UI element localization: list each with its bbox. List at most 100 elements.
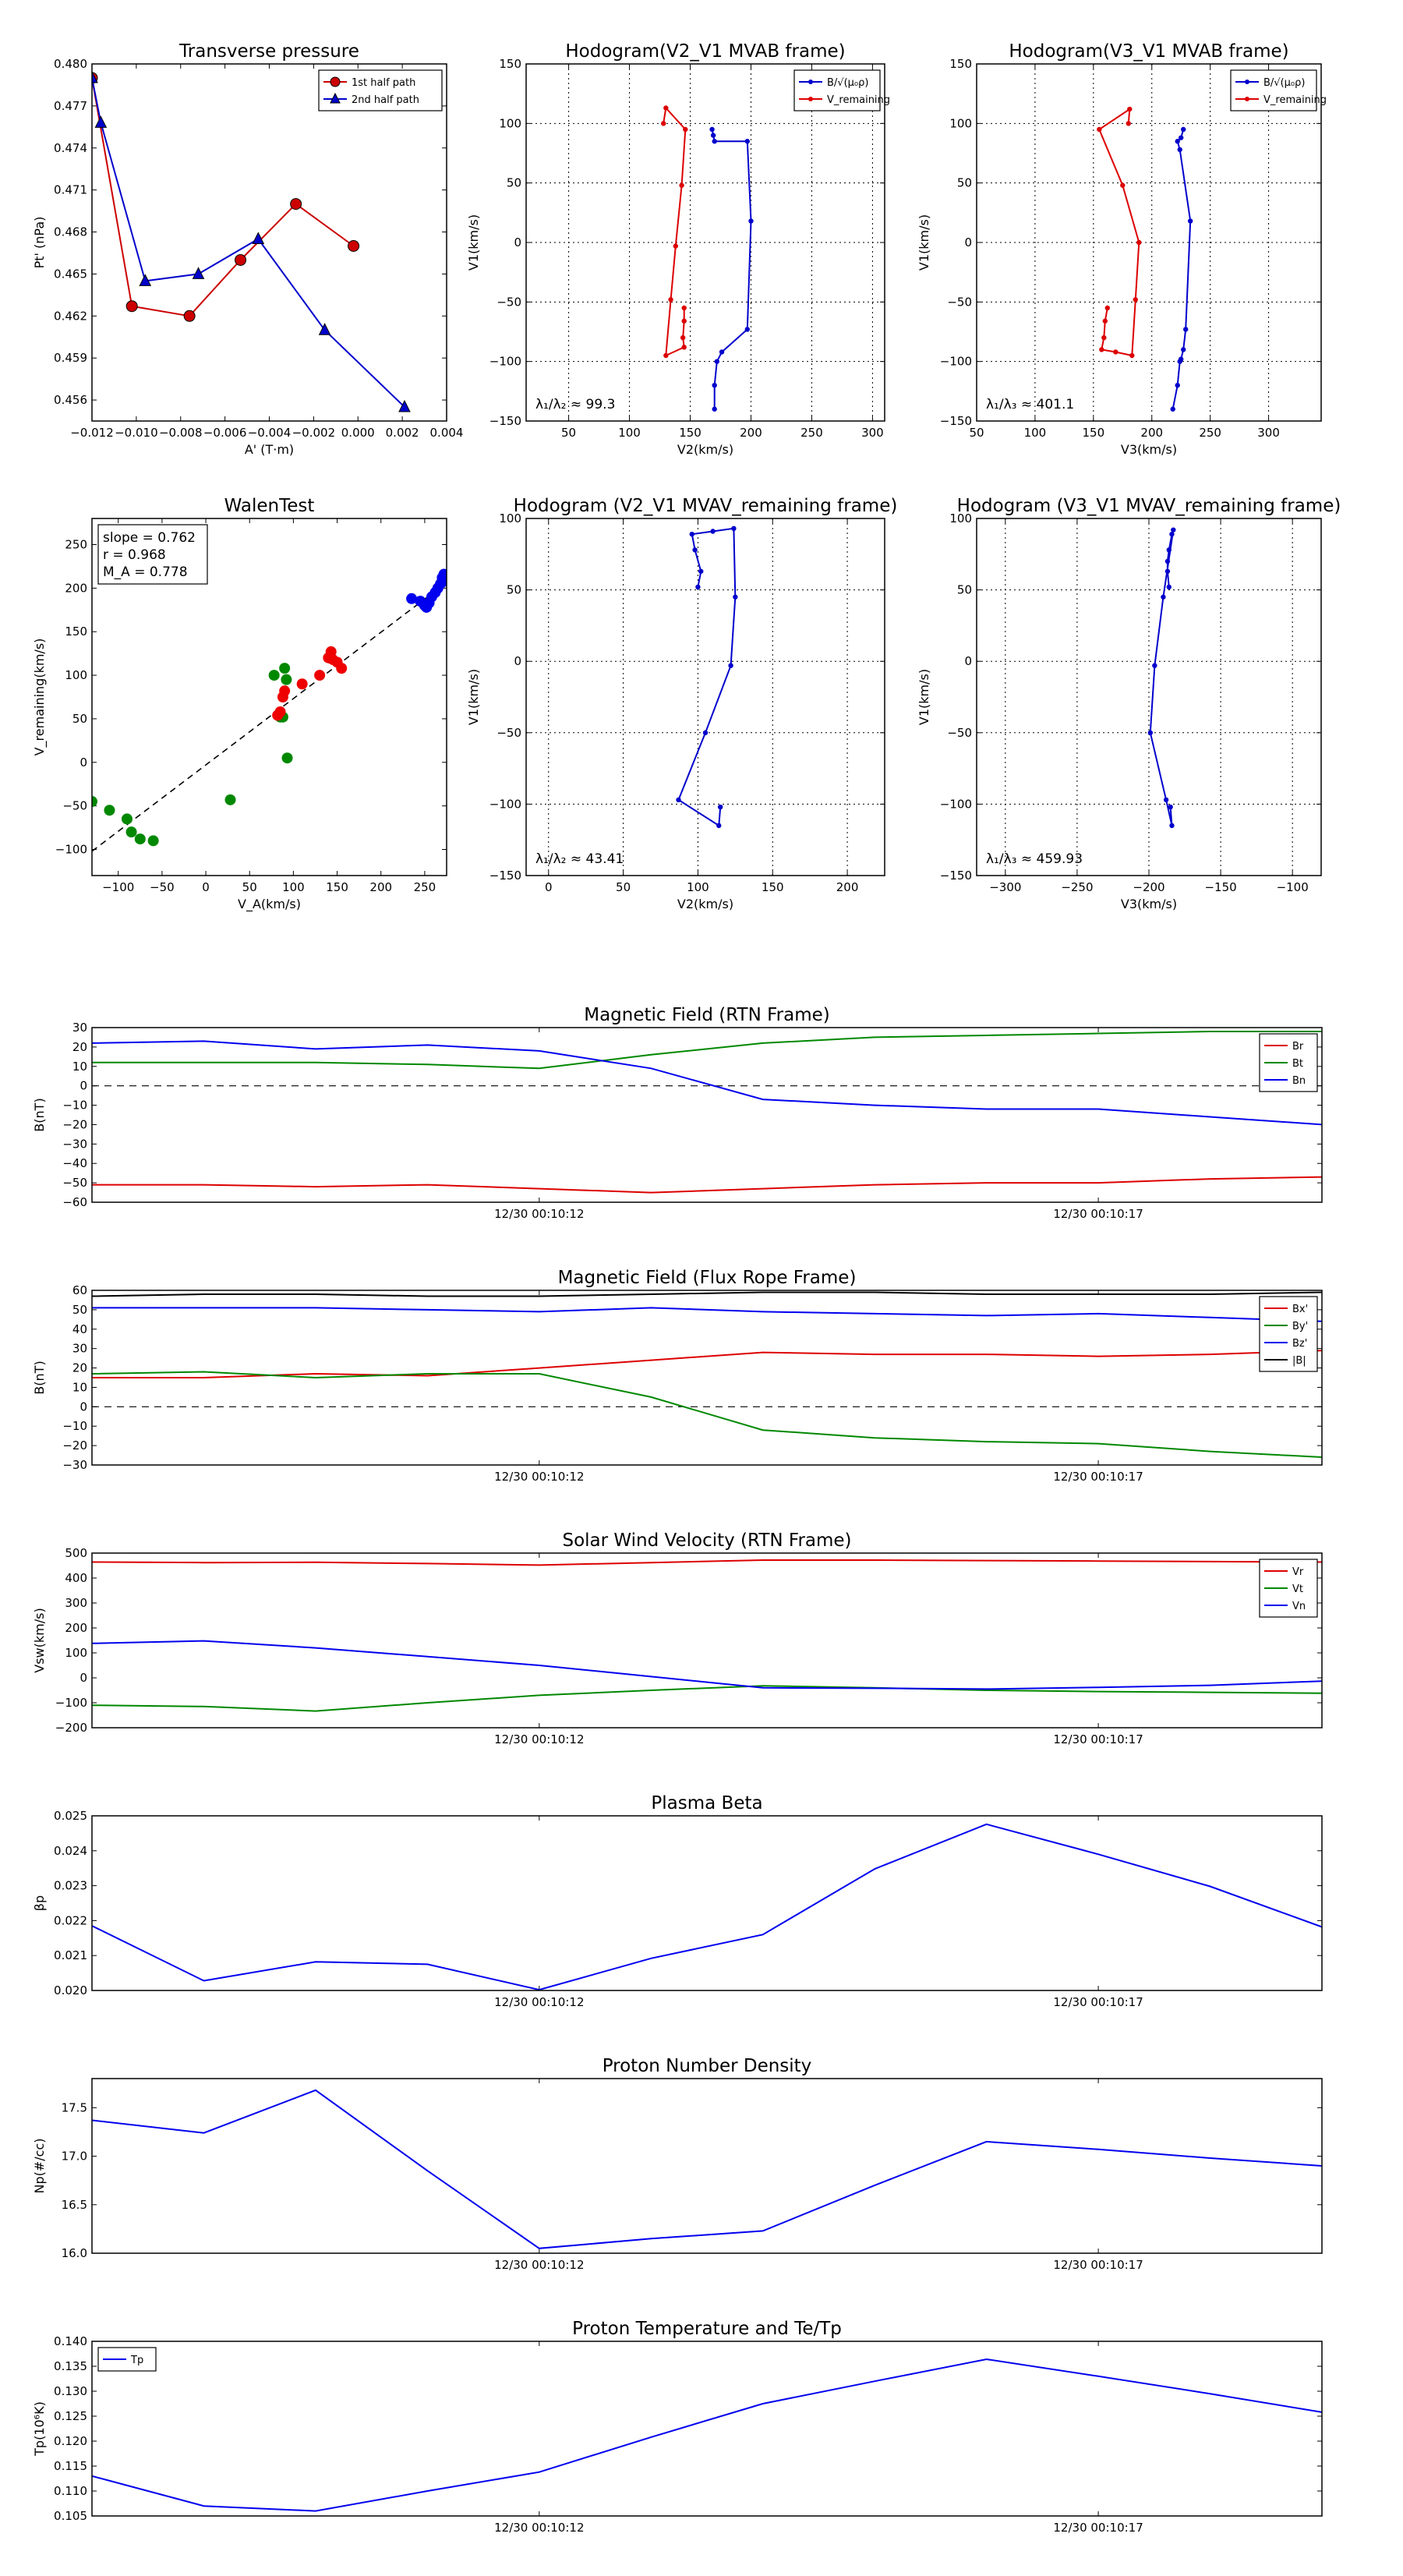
scatter-point [224, 794, 236, 805]
data-point [92, 70, 98, 83]
x-tick-label: −200 [1133, 880, 1164, 894]
y-tick-label: 0.020 [54, 1983, 87, 1997]
data-point [676, 797, 681, 803]
stats-line: r = 0.968 [103, 547, 166, 563]
data-point [1120, 182, 1126, 188]
y-tick-label: 0.125 [54, 2409, 87, 2423]
scatter-point [279, 663, 291, 674]
x-tick-label: 150 [762, 880, 784, 894]
x-tick-label: 0 [202, 880, 210, 894]
series-line [677, 527, 737, 827]
data-point [709, 126, 715, 133]
chart-beta: Plasma Beta 12/30 00:10:12 12/30 00:10:17 0… [32, 1793, 1323, 2009]
y-tick-label: 100 [65, 668, 87, 682]
chart-vsw: Solar Wind Velocity (RTN Frame) 12/30 00:… [32, 1530, 1323, 1746]
scatter-point [281, 674, 292, 685]
legend: B/√(μ₀ρ) V_remaining [793, 69, 890, 111]
plot-frame [91, 2341, 1323, 2517]
y-tick-label: 50 [72, 1303, 87, 1317]
legend-label: Tp [130, 2355, 143, 2366]
data-point [252, 232, 265, 245]
data-point [681, 318, 687, 324]
data-point [94, 115, 108, 128]
series-line [92, 1031, 1322, 1070]
y-tick-label: −40 [62, 1156, 87, 1170]
y-tick-label: 150 [949, 57, 972, 71]
y-tick-label: −50 [497, 726, 521, 740]
x-tick-label: 12/30 00:10:12 [494, 1995, 584, 2009]
data-point [717, 804, 723, 810]
y-tick-label: 300 [65, 1596, 87, 1610]
data-point [661, 121, 666, 126]
data-point [1164, 568, 1171, 574]
y-tick-label: 0 [80, 755, 87, 770]
legend: Bx' By' Bz' |B| [1259, 1296, 1318, 1372]
legend-marker [808, 80, 813, 84]
y-tick-label: 500 [65, 1546, 87, 1560]
plot-frame [976, 63, 1322, 422]
y-tick-label: −150 [940, 869, 972, 883]
chart-mag_rtn: Magnetic Field (RTN Frame) 12/30 00:10:12… [32, 1005, 1323, 1221]
annotation: λ₁/λ₃ ≈ 459.93 [986, 851, 1083, 867]
plot-frame [525, 63, 885, 422]
y-tick-label: −30 [62, 1137, 87, 1151]
y-tick-label: 200 [65, 581, 87, 595]
plot-frame [91, 63, 447, 422]
y-tick-label: 0.025 [54, 1809, 87, 1823]
data-point [668, 297, 673, 303]
y-tick-label: 0.021 [54, 1948, 87, 1962]
legend: Tp [97, 2347, 157, 2372]
y-tick-label: 50 [507, 176, 521, 190]
y-tick-label: 0.459 [54, 351, 87, 365]
plot-frame [976, 518, 1322, 876]
legend-label: |B| [1292, 1355, 1306, 1367]
x-tick-label: 250 [1199, 426, 1221, 440]
data-point [663, 105, 669, 111]
legend-label: B/√(μ₀ρ) [827, 77, 868, 89]
series-line [92, 1640, 1322, 1690]
data-point [695, 584, 701, 590]
y-tick-label: 0.115 [54, 2459, 87, 2473]
x-tick-label: 150 [326, 880, 348, 894]
stats-line: slope = 0.762 [103, 530, 196, 546]
data-point [1133, 297, 1138, 303]
y-tick-label: 50 [957, 583, 972, 597]
series-line [92, 1685, 1322, 1712]
y-tick-label: −100 [489, 355, 521, 369]
data-point [692, 547, 698, 553]
data-point [681, 305, 687, 311]
data-point [348, 239, 360, 252]
y-tick-label: −50 [947, 295, 972, 309]
y-tick-label: 16.0 [62, 2246, 87, 2260]
series-line [711, 129, 752, 409]
data-point [398, 399, 411, 412]
legend: Vr Vt Vn [1259, 1559, 1318, 1618]
y-tick-label: 0.471 [54, 183, 87, 197]
chart-title: Hodogram (V3_V1 MVAV_remaining frame) [957, 496, 1341, 516]
scatter-point [314, 670, 326, 681]
y-axis-label: V1(km/s) [917, 669, 931, 725]
x-tick-label: −0.006 [203, 426, 247, 440]
y-tick-label: 0.120 [54, 2434, 87, 2448]
legend-label: Br [1292, 1041, 1304, 1053]
data-point [192, 267, 205, 279]
data-point [680, 334, 686, 341]
data-point [702, 730, 709, 735]
stats-box [97, 524, 208, 585]
data-point [1147, 730, 1154, 735]
y-axis-label: B(nT) [32, 1361, 47, 1394]
y-axis-label: βp [32, 1895, 47, 1911]
y-tick-label: 100 [949, 116, 972, 130]
y-tick-label: −100 [940, 355, 972, 369]
y-axis-label: Pt' (nPa) [32, 217, 47, 269]
chart-title: Hodogram (V2_V1 MVAV_remaining frame) [514, 496, 898, 516]
data-point [139, 274, 152, 286]
x-tick-label: −100 [1277, 880, 1309, 894]
y-tick-label: −150 [489, 414, 521, 428]
data-point [1177, 359, 1182, 364]
x-tick-label: 50 [561, 426, 576, 440]
data-point [710, 529, 716, 534]
data-point [728, 663, 733, 668]
y-axis-label: V1(km/s) [917, 214, 931, 271]
